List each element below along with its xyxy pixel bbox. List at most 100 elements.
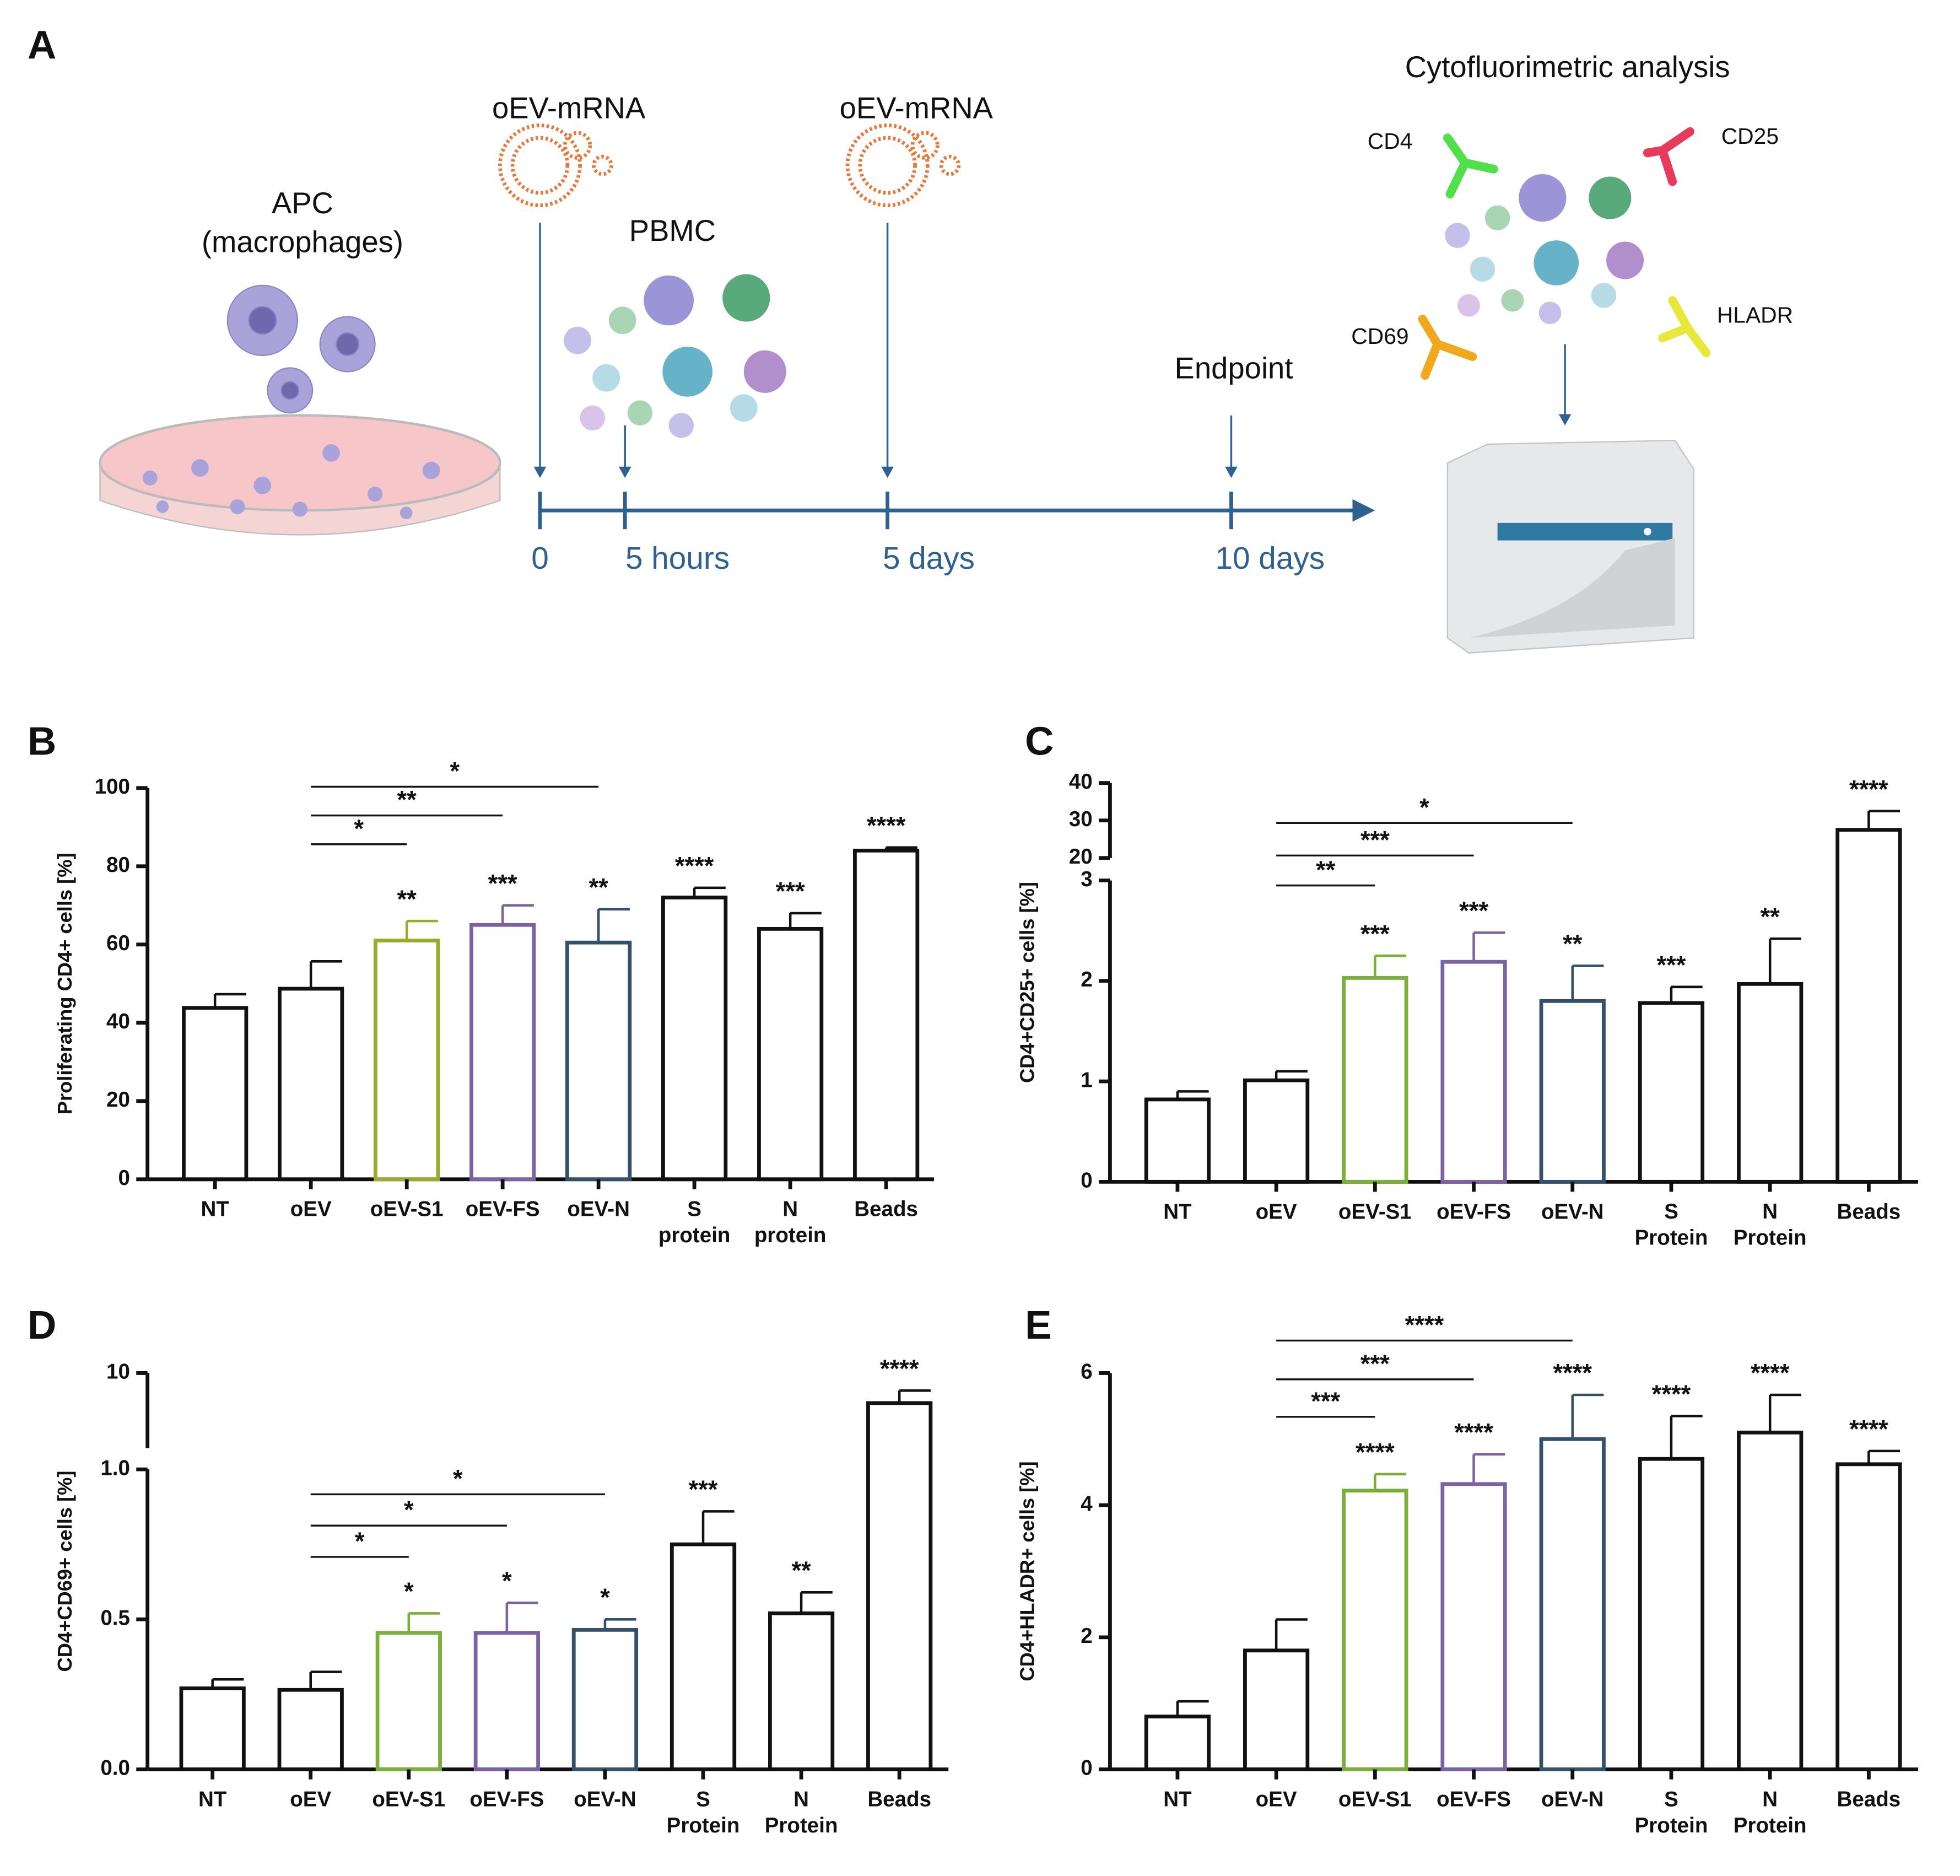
oev-icons [498, 123, 961, 208]
antibodies [1418, 127, 1711, 380]
pbmc-cells [564, 274, 786, 438]
bar [1440, 959, 1507, 1184]
x-tick-label: NT [201, 1198, 229, 1221]
panel-label: C [1025, 719, 1054, 764]
y-tick-label: 2 [1081, 1624, 1092, 1648]
marker-label: HLADR [1717, 302, 1793, 327]
x-tick-label: oEV-FS [1437, 1200, 1511, 1223]
x-tick-label: oEV-FS [466, 1198, 540, 1221]
bar [179, 1686, 246, 1771]
bar-chart: D 0.0 0.5 1.0 10 CD4+CD69+ cells [%] NT oEV oEV-… [28, 1303, 949, 1837]
significance-label: **** [1652, 1380, 1691, 1408]
x-tick-label: oEV-FS [469, 1787, 544, 1811]
comparison-label: * [453, 1465, 463, 1493]
significance-label: ** [1563, 930, 1583, 958]
significance-label: *** [488, 869, 517, 897]
y-axis-label: CD4+CD69+ cells [%] [53, 1470, 76, 1672]
bar [278, 986, 344, 1182]
bar [853, 848, 920, 1182]
x-tick-label: oEV-S1 [372, 1787, 445, 1811]
x-tick-label: Beads [867, 1787, 931, 1811]
bar [277, 1688, 344, 1771]
timeline-label: 5 days [883, 541, 975, 576]
significance-label: *** [1459, 897, 1488, 925]
bar-chart: B 0 20 40 60 80 100 Proliferating CD4+ cells [%… [28, 719, 935, 1248]
x-tick-label: N Protein [1734, 1200, 1807, 1250]
treatment-label: oEV-mRNA [840, 91, 994, 125]
x-tick-label: Beads [1837, 1787, 1901, 1811]
bar [1835, 828, 1902, 1184]
x-tick-label: NT [1163, 1200, 1192, 1223]
y-tick-label: 40 [106, 1010, 130, 1033]
bar [1638, 1001, 1705, 1184]
significance-label: * [600, 1583, 610, 1611]
y-tick-label: 80 [106, 853, 130, 877]
bar [1835, 1462, 1902, 1771]
bar [182, 1006, 249, 1182]
comparison-label: * [450, 757, 460, 785]
y-axis-label: Proliferating CD4+ cells [%] [53, 853, 76, 1114]
panel-label: E [1025, 1303, 1051, 1347]
comparison-label: *** [1360, 826, 1390, 854]
x-tick-label: N Protein [765, 1787, 838, 1837]
y-tick-label: 2 [1081, 968, 1092, 991]
comparison-label: ** [1316, 856, 1336, 884]
significance-label: **** [675, 852, 714, 880]
apc-label: APC [272, 186, 333, 220]
y-tick-label: 20 [106, 1088, 130, 1112]
endpoint-label: Endpoint [1175, 351, 1293, 385]
significance-label: **** [1751, 1359, 1790, 1387]
x-tick-label: oEV-S1 [370, 1198, 444, 1221]
bar [1342, 1489, 1408, 1771]
bar [757, 926, 824, 1182]
x-tick-label: NT [1163, 1787, 1192, 1811]
bar [1539, 999, 1606, 1184]
x-tick-label: Beads [854, 1198, 918, 1221]
significance-label: *** [689, 1475, 718, 1503]
y-tick-label: 0 [1081, 1756, 1092, 1780]
y-tick-label: 10 [106, 1360, 130, 1384]
x-tick-label: oEV [1256, 1787, 1297, 1811]
bar [1737, 982, 1804, 1184]
bar [375, 1631, 442, 1771]
significance-label: *** [1656, 951, 1686, 979]
panel-label: D [28, 1303, 56, 1347]
bar [1539, 1437, 1606, 1771]
x-tick-label: oEV-FS [1437, 1787, 1511, 1811]
x-tick-label: oEV-N [567, 1198, 630, 1221]
significance-label: ** [791, 1556, 811, 1584]
comparison-label: *** [1311, 1387, 1340, 1415]
x-tick-label: NT [198, 1787, 227, 1811]
bar-chart: C 0 1 2 320 30 40 CD4+CD25+ cells [%] NT oEV oEV-S… [1016, 719, 1919, 1250]
significance-label: **** [1849, 1415, 1888, 1443]
significance-label: ** [1761, 903, 1780, 931]
y-tick-label: 40 [1069, 770, 1093, 794]
y-tick-label: 0 [1081, 1169, 1092, 1193]
bar [1243, 1648, 1310, 1771]
timeline-label: 10 days [1215, 541, 1325, 576]
significance-label: **** [1553, 1359, 1592, 1387]
apc-label: (macrophages) [202, 225, 403, 258]
stained-cells [1445, 174, 1644, 325]
significance-label: *** [776, 877, 805, 905]
bar [661, 896, 728, 1182]
x-tick-label: Beads [1837, 1200, 1901, 1223]
bar [374, 939, 440, 1182]
x-tick-label: S Protein [667, 1787, 740, 1837]
x-tick-label: S Protein [1635, 1200, 1708, 1250]
significance-label: **** [1849, 775, 1888, 803]
marker-label: CD25 [1721, 123, 1779, 149]
marker-label: CD69 [1351, 324, 1408, 349]
y-tick-label: 6 [1081, 1360, 1092, 1384]
x-tick-label: N Protein [1734, 1787, 1807, 1837]
y-tick-label: 4 [1081, 1492, 1093, 1516]
timeline [533, 223, 1572, 530]
panel-a: A APC (macrophages) oEV-mRNA oEV-mRNA PB… [28, 23, 1793, 654]
y-tick-label: 0 [118, 1166, 129, 1190]
panel-label: B [28, 719, 56, 764]
comparison-label: * [404, 1496, 414, 1524]
